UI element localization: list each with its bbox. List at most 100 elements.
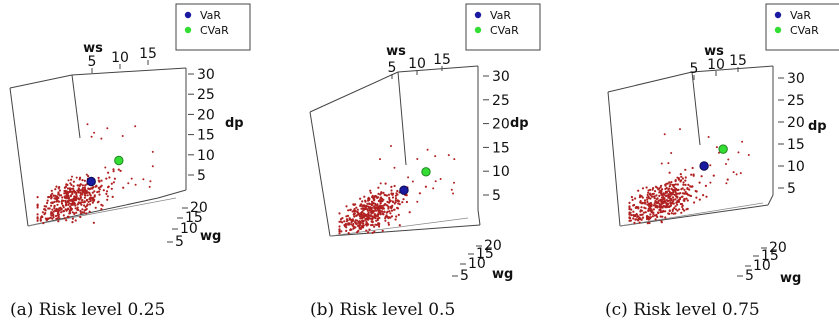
wg-tick-label: 20 xyxy=(769,240,787,256)
data-point xyxy=(81,208,84,211)
data-point xyxy=(628,201,631,204)
data-point xyxy=(369,203,372,206)
data-point xyxy=(75,176,78,179)
data-point xyxy=(424,185,427,188)
data-point xyxy=(363,208,366,211)
data-point xyxy=(671,202,674,205)
data-point xyxy=(672,184,675,187)
data-point xyxy=(368,228,371,231)
data-point xyxy=(641,196,644,199)
data-point xyxy=(671,208,674,211)
data-point xyxy=(100,179,103,182)
ws-tick-label: 5 xyxy=(88,54,97,70)
data-point xyxy=(391,192,395,195)
data-point xyxy=(373,214,376,217)
data-point xyxy=(72,197,75,200)
data-point xyxy=(688,188,691,191)
data-point xyxy=(371,220,374,223)
data-point xyxy=(680,179,683,182)
data-point xyxy=(55,200,58,203)
data-point xyxy=(90,187,93,190)
data-point xyxy=(345,226,348,229)
data-point xyxy=(361,200,364,203)
data-point xyxy=(355,222,358,226)
box-edge xyxy=(477,209,481,226)
data-point xyxy=(76,206,79,209)
data-point xyxy=(338,230,341,233)
ws-axis-label: ws xyxy=(704,44,724,59)
data-point xyxy=(668,181,671,184)
data-point xyxy=(75,193,78,196)
data-point xyxy=(660,201,663,204)
data-point xyxy=(649,194,652,197)
data-point xyxy=(50,189,53,192)
dp-tick-label: 25 xyxy=(787,93,805,109)
data-point xyxy=(630,208,633,211)
data-point xyxy=(669,195,672,198)
data-point xyxy=(352,212,356,215)
data-point xyxy=(64,185,67,189)
data-point xyxy=(79,210,82,213)
data-point xyxy=(691,166,694,170)
legend: VaR CVaR xyxy=(465,3,541,51)
data-point xyxy=(360,215,363,218)
data-point xyxy=(347,223,350,226)
data-point xyxy=(649,207,652,210)
data-point xyxy=(52,216,55,219)
data-point xyxy=(93,131,96,134)
data-point xyxy=(676,196,679,199)
wg-tick-label: 10 xyxy=(468,256,486,272)
data-point xyxy=(678,198,681,201)
box-edge xyxy=(71,67,187,76)
data-point xyxy=(51,217,54,220)
data-point xyxy=(375,223,379,226)
data-point xyxy=(684,183,687,186)
data-point xyxy=(46,201,49,205)
data-point xyxy=(359,217,362,220)
dp-axis-label: dp xyxy=(808,119,827,134)
data-point xyxy=(79,176,82,179)
data-point xyxy=(390,209,394,212)
wg-tick-label: 5 xyxy=(175,234,184,250)
data-point xyxy=(52,210,55,213)
chart-panel-c: 5 10 15 ws 5 10 15 20 25 30 dp 5 10 15 20 wg VaR CVaR (c)… xyxy=(590,0,839,330)
data-point xyxy=(377,213,380,216)
caption-a: (a) Risk level 0.25 xyxy=(10,300,166,320)
data-point xyxy=(674,198,677,201)
data-point xyxy=(53,197,56,200)
data-point xyxy=(90,135,93,138)
data-point xyxy=(357,220,360,223)
data-point xyxy=(371,223,374,227)
data-point xyxy=(631,198,634,201)
data-point xyxy=(650,195,653,198)
data-point xyxy=(53,200,56,203)
data-point xyxy=(51,201,54,204)
data-point xyxy=(390,215,394,218)
data-point xyxy=(87,200,90,203)
data-point xyxy=(374,194,377,198)
data-point xyxy=(61,196,64,199)
data-point xyxy=(54,209,57,213)
data-point xyxy=(669,202,672,205)
data-point xyxy=(648,221,651,225)
data-point xyxy=(74,207,77,210)
dp-tick-label: 10 xyxy=(787,159,805,175)
data-point xyxy=(72,180,75,183)
data-point xyxy=(372,197,375,200)
data-point xyxy=(377,192,380,195)
data-point xyxy=(689,194,693,198)
data-point xyxy=(386,204,389,207)
data-point xyxy=(68,212,71,215)
data-point xyxy=(71,175,73,178)
data-point xyxy=(46,199,49,202)
data-point xyxy=(369,208,373,211)
legend-label: CVaR xyxy=(790,24,819,37)
data-point xyxy=(62,206,65,209)
data-point xyxy=(396,199,399,202)
data-point xyxy=(667,187,671,190)
data-point xyxy=(56,208,59,211)
data-point xyxy=(727,158,730,161)
data-point xyxy=(338,212,341,215)
data-point xyxy=(379,158,381,161)
var-marker xyxy=(86,176,96,187)
